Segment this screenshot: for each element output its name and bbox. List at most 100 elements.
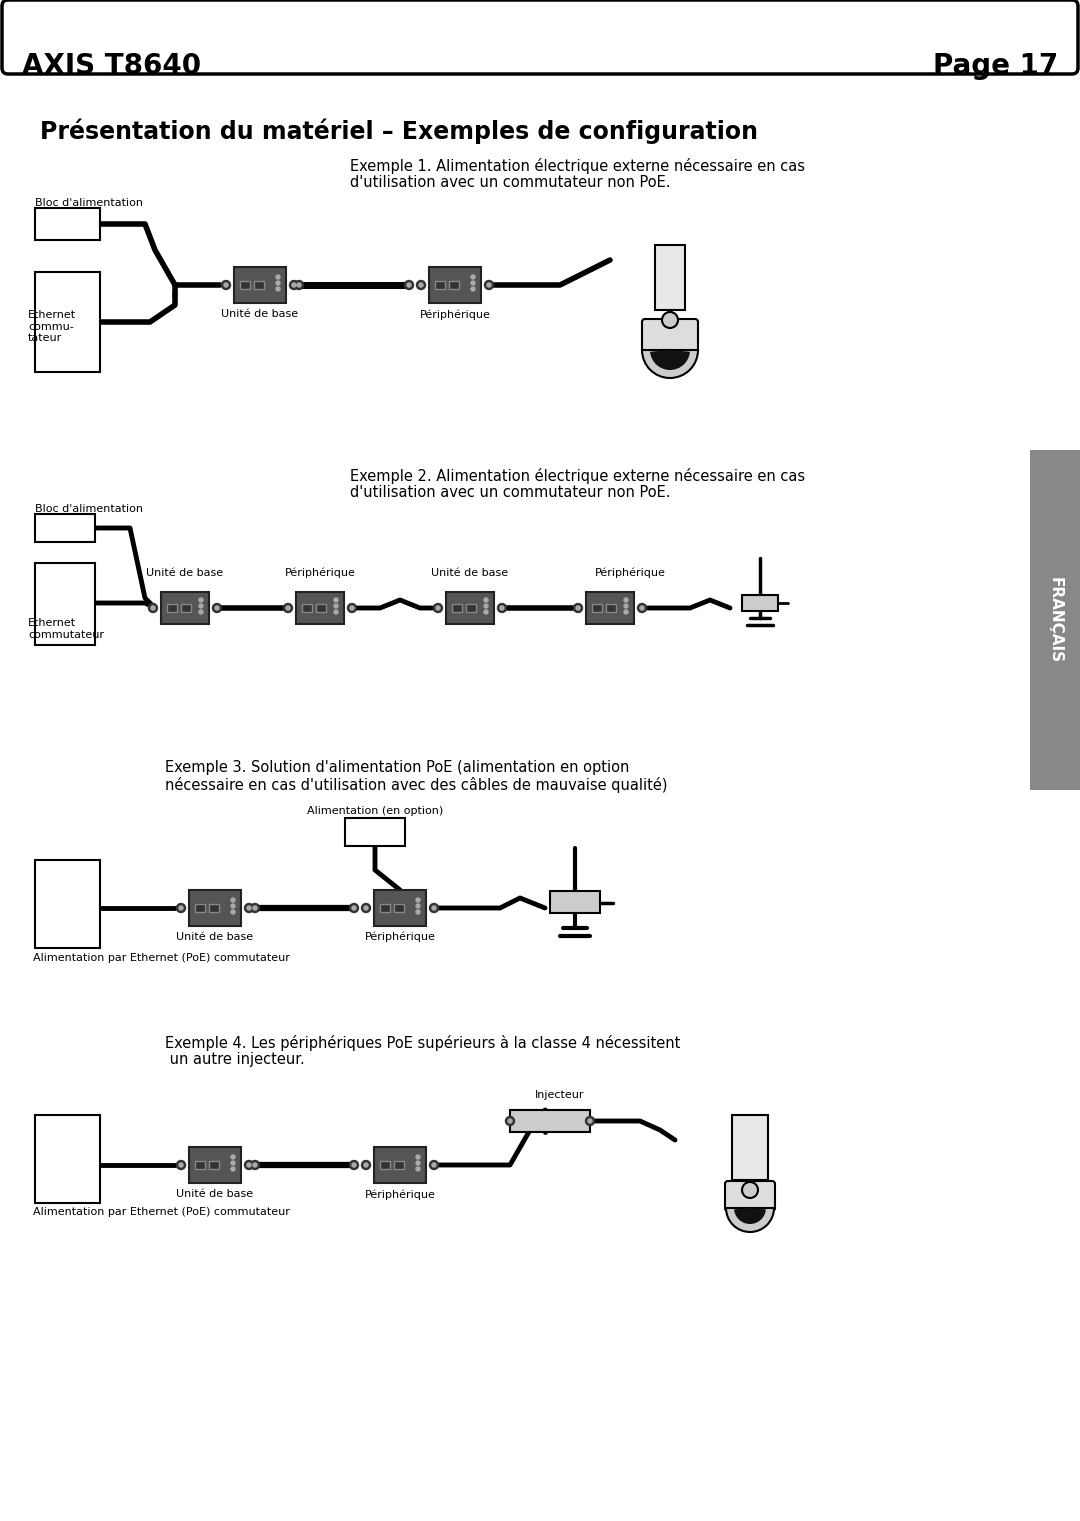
Wedge shape [734,1208,766,1224]
Circle shape [742,1182,758,1199]
Circle shape [500,605,504,610]
Circle shape [176,1161,186,1170]
Text: d'utilisation avec un commutateur non PoE.: d'utilisation avec un commutateur non Po… [350,175,671,190]
Bar [35,859,100,948]
Circle shape [432,1164,436,1167]
Circle shape [362,903,370,913]
Circle shape [247,1164,251,1167]
Text: FRANÇAIS: FRANÇAIS [1048,576,1063,663]
Bar [161,592,210,624]
Bar [210,903,219,913]
Circle shape [487,283,491,287]
Circle shape [498,604,507,613]
Circle shape [244,903,254,913]
Text: Unité de base: Unité de base [176,1189,254,1199]
Circle shape [484,598,488,602]
Bar [429,268,481,303]
Text: Injecteur: Injecteur [536,1091,584,1100]
Bar [380,903,390,913]
Bar [210,1161,219,1170]
Circle shape [289,280,298,289]
Text: Bloc d'alimentation: Bloc d'alimentation [35,198,143,208]
Circle shape [276,281,280,284]
Circle shape [585,1116,594,1126]
Circle shape [640,605,644,610]
Circle shape [350,605,354,610]
Circle shape [283,604,293,613]
Bar [732,1115,768,1180]
Text: Périphérique: Périphérique [365,1189,435,1200]
Circle shape [471,287,475,291]
Bar [394,1161,404,1170]
Text: Ethernet
commu-
tateur: Ethernet commu- tateur [28,310,76,344]
Circle shape [350,903,359,913]
FancyBboxPatch shape [642,319,698,353]
Circle shape [224,283,228,287]
Bar [35,208,100,240]
Circle shape [244,1161,254,1170]
Circle shape [407,283,411,287]
Circle shape [251,903,259,913]
Circle shape [588,1119,592,1122]
Circle shape [416,903,420,908]
Circle shape [213,604,221,613]
Text: Périphérique: Périphérique [595,567,665,578]
Circle shape [433,604,443,613]
Circle shape [432,907,436,910]
Bar [254,281,264,289]
Bar [449,281,459,289]
Circle shape [485,280,494,289]
Text: Exemple 4. Les périphériques PoE supérieurs à la classe 4 nécessitent: Exemple 4. Les périphériques PoE supérie… [165,1034,680,1051]
Circle shape [508,1119,512,1122]
Bar [510,1110,590,1132]
Circle shape [179,1164,183,1167]
Circle shape [573,604,582,613]
Circle shape [231,1154,235,1159]
Circle shape [297,283,301,287]
Circle shape [176,903,186,913]
Circle shape [199,598,203,602]
Circle shape [624,598,627,602]
Bar [446,592,494,624]
Circle shape [405,280,414,289]
Circle shape [221,280,230,289]
Bar [1030,450,1080,789]
Circle shape [253,907,257,910]
Bar [345,818,405,846]
Bar [234,268,286,303]
Bar [35,1115,100,1203]
Circle shape [231,1161,235,1165]
Circle shape [253,1164,257,1167]
Bar [195,903,205,913]
Bar [167,604,177,611]
Wedge shape [650,350,690,370]
Bar [296,592,345,624]
Text: un autre injecteur.: un autre injecteur. [165,1053,305,1068]
Bar [374,890,426,926]
Circle shape [231,903,235,908]
Circle shape [430,903,438,913]
Text: Alimentation par Ethernet (PoE) commutateur: Alimentation par Ethernet (PoE) commutat… [33,1208,289,1217]
Circle shape [276,275,280,278]
Circle shape [417,280,426,289]
Circle shape [276,287,280,291]
Bar [435,281,445,289]
Circle shape [436,605,440,610]
Bar [35,272,100,373]
Circle shape [362,1161,370,1170]
Circle shape [295,280,303,289]
Circle shape [576,605,580,610]
Circle shape [637,604,647,613]
Bar [35,563,95,645]
Text: Alimentation (en option): Alimentation (en option) [307,806,443,815]
Bar [189,1147,241,1183]
Circle shape [419,283,423,287]
Bar [586,592,634,624]
Text: Page 17: Page 17 [933,52,1058,81]
Circle shape [364,1164,368,1167]
Circle shape [352,907,356,910]
Wedge shape [726,1208,774,1232]
Wedge shape [642,350,698,379]
Text: Exemple 2. Alimentation électrique externe nécessaire en cas: Exemple 2. Alimentation électrique exter… [350,468,805,484]
Circle shape [151,605,156,610]
